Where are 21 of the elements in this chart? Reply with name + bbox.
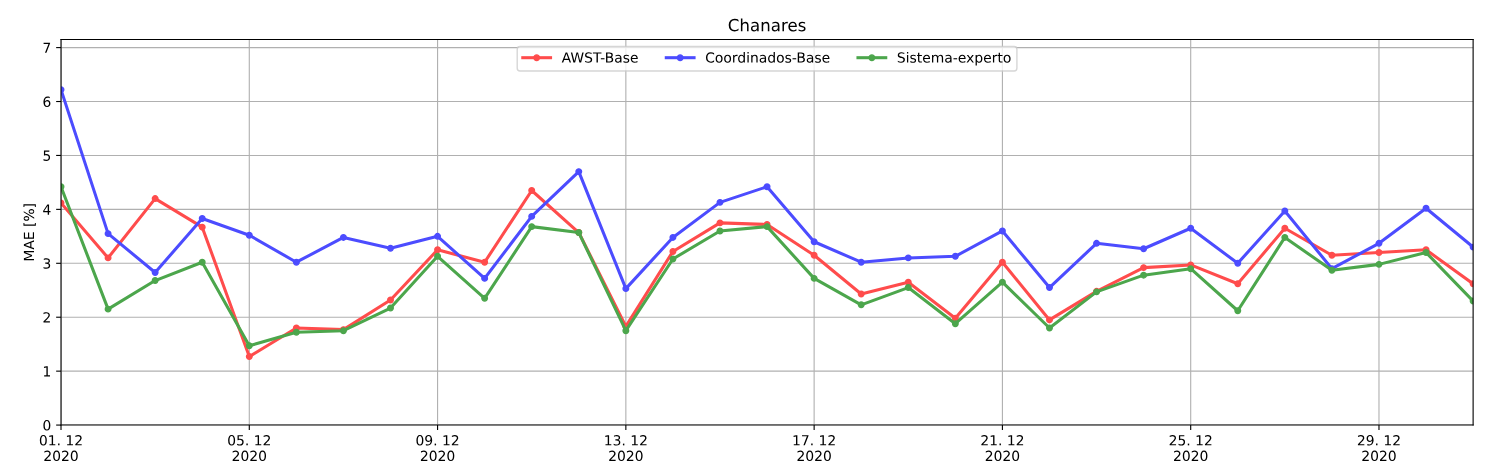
x-tick-label: 17. 12 2020 [793,435,835,462]
legend-label: AWST-Base [561,52,638,63]
y-axis-title: MAE [%] [23,204,36,261]
y-tick-label: 6 [43,96,51,107]
y-tick-label: 5 [43,150,51,161]
x-tick-label: 25. 12 2020 [1169,435,1212,462]
legend-label: Coordinados-Base [705,52,830,63]
legend-label: Sistema-experto [897,52,1011,66]
x-tick-label: 29. 12 2020 [1357,435,1400,462]
y-tick-label: 4 [43,204,51,215]
x-tick-label: 01. 12 2020 [39,435,82,462]
x-tick-label: 05. 12 2020 [228,435,270,462]
y-tick-label: 0 [43,420,51,431]
x-tick-label: 13. 12 2020 [605,435,647,462]
y-tick-label: 1 [43,366,50,377]
x-tick-label: 21. 12 2020 [981,435,1024,462]
y-tick-label: 2 [43,312,50,323]
y-tick-label: 7 [43,42,51,53]
y-tick-label: 3 [43,258,51,269]
x-tick-label: 09. 12 2020 [416,435,459,462]
chart-title: Chanares [728,18,806,32]
